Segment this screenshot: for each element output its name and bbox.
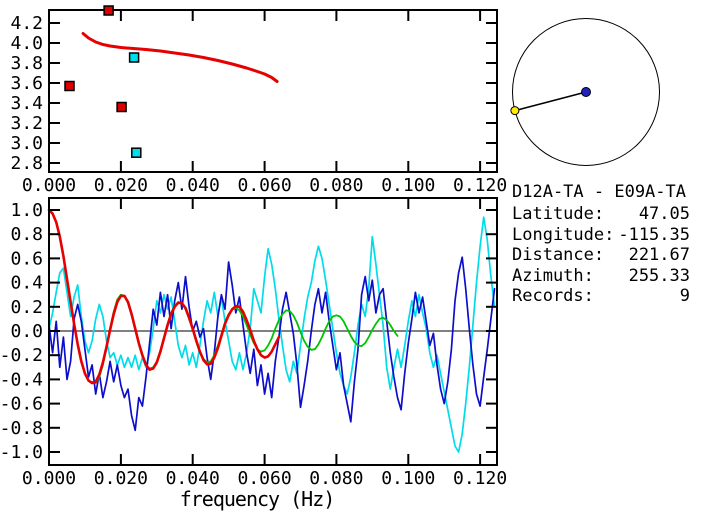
cross-correlation-plot-area[interactable] (48, 197, 498, 466)
x-tick-label: 0.020 (94, 468, 148, 489)
observed-spectrum-blue-curve (48, 256, 496, 432)
info-row-longitude: Longitude: -115.35 (512, 225, 702, 246)
x-tick-label: 0.040 (166, 175, 220, 196)
info-label: Distance: (512, 245, 605, 266)
x-tick-label: 0.020 (94, 175, 148, 196)
dispersion-plot-group: 0.000 0.020 0.040 0.060 0.080 0.100 0.1202.83.… (10, 5, 507, 196)
x-tick-label: 0.100 (381, 468, 435, 489)
info-row-distance: Distance: 221.67 (512, 245, 702, 266)
red-observation-marker[interactable] (116, 101, 127, 113)
y-tick-label: -0.4 (0, 369, 43, 390)
model-bessel-red-curve (47, 208, 281, 385)
model-dispersion-curve (81, 32, 279, 83)
y-tick-label: 4.0 (10, 33, 43, 54)
info-value: 47.05 (638, 204, 690, 224)
red-observation-marker[interactable] (103, 5, 114, 16)
info-value: -115.35 (618, 224, 690, 245)
x-tick-label: 0.040 (166, 468, 220, 489)
y-tick-label: 3.6 (10, 73, 43, 94)
info-panel: D12A-TA - E09A-TA Latitude: 47.05 Longit… (512, 182, 702, 307)
azimuth-circle (512, 18, 660, 166)
info-label: Azimuth: (512, 265, 594, 286)
info-value: 255.33 (628, 265, 690, 286)
x-tick-label: 0.060 (238, 175, 292, 196)
y-tick-label: -0.2 (0, 345, 43, 366)
center-station-dot (581, 87, 591, 97)
x-axis-title: frequency (Hz) (180, 487, 335, 511)
info-label: Records: (512, 286, 594, 307)
info-row-azimuth: Azimuth: 255.33 (512, 266, 702, 287)
x-tick-label: 0.120 (453, 468, 507, 489)
y-tick-label: 0.6 (10, 248, 43, 269)
info-value: 9 (679, 286, 690, 307)
info-label: Latitude: (512, 204, 605, 224)
y-tick-label: 0.8 (10, 224, 43, 245)
info-row-latitude: Latitude: 47.05 (512, 204, 702, 225)
x-tick-label: 0.080 (309, 175, 363, 196)
azimuth-line (514, 91, 587, 112)
cyan-observation-marker[interactable] (131, 147, 142, 158)
azimuth-diagram (510, 18, 660, 166)
y-tick-label: 3.4 (10, 93, 43, 114)
y-tick-label: -0.6 (0, 394, 43, 415)
info-label: Longitude: (512, 224, 615, 245)
y-tick-label: 0.0 (10, 321, 43, 342)
remote-station-dot (510, 106, 520, 116)
observed-spectrum-cyan-curve (48, 216, 496, 453)
x-tick-label: 0.000 (22, 175, 76, 196)
red-observation-marker[interactable] (64, 80, 75, 92)
y-tick-label: -0.8 (0, 418, 43, 439)
y-tick-label: -1.0 (0, 442, 43, 463)
cross-correlation-plot-group: 0.000 0.020 0.040 0.060 0.080 0.100 0.120 -1.0 -… (0, 197, 507, 489)
y-tick-label: 0.2 (10, 297, 43, 318)
y-tick-label: 3.2 (10, 113, 43, 134)
x-tick-label: 0.080 (309, 468, 363, 489)
y-tick-label: 2.8 (10, 153, 43, 174)
cyan-observation-marker[interactable] (128, 52, 140, 63)
y-tick-label: 1.0 (10, 200, 43, 221)
x-tick-label: 0.100 (381, 175, 435, 196)
x-tick-label: 0.000 (22, 468, 76, 489)
y-tick-label: 0.4 (10, 273, 43, 294)
x-tick-label: 0.120 (453, 175, 507, 196)
dispersion-plot-area[interactable] (48, 9, 498, 173)
y-tick-label: 3.0 (10, 133, 43, 154)
info-value: 221.67 (628, 245, 690, 266)
info-row-records: Records: 9 (512, 286, 702, 307)
y-tick-label: 4.2 (10, 13, 43, 34)
x-tick-label: 0.060 (238, 468, 292, 489)
y-tick-label: 3.8 (10, 53, 43, 74)
station-pair-title: D12A-TA - E09A-TA (512, 182, 686, 202)
